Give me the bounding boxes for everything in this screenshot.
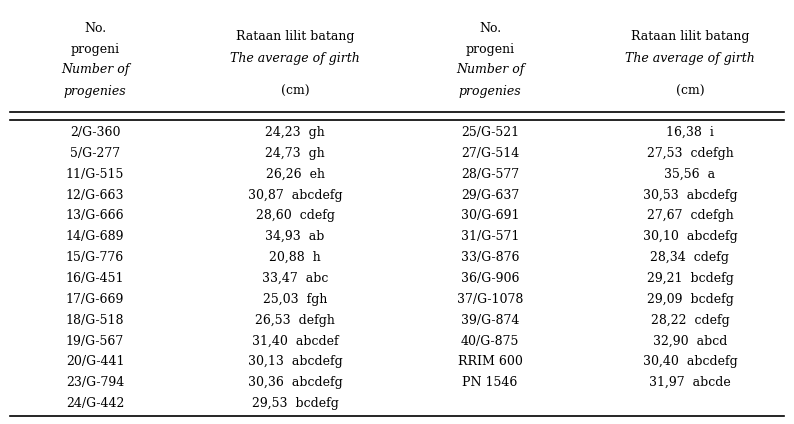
- Text: 35,56  a: 35,56 a: [665, 167, 715, 181]
- Text: (cm): (cm): [281, 85, 310, 98]
- Text: progenies: progenies: [459, 85, 522, 98]
- Text: Rataan lilit batang: Rataan lilit batang: [236, 30, 354, 43]
- Text: Number of: Number of: [61, 63, 129, 76]
- Text: 29,09  bcdefg: 29,09 bcdefg: [646, 293, 734, 306]
- Text: 11/G-515: 11/G-515: [66, 167, 124, 181]
- Text: PN 1546: PN 1546: [462, 376, 518, 389]
- Text: 33/G-876: 33/G-876: [461, 251, 519, 264]
- Text: 30,53  abcdefg: 30,53 abcdefg: [642, 189, 738, 201]
- Text: 28/G-577: 28/G-577: [461, 167, 519, 181]
- Text: 18/G-518: 18/G-518: [66, 314, 124, 326]
- Text: 24,73  gh: 24,73 gh: [265, 147, 325, 160]
- Text: Rataan lilit batang: Rataan lilit batang: [630, 30, 750, 43]
- Text: progeni: progeni: [465, 43, 515, 56]
- Text: 29,21  bcdefg: 29,21 bcdefg: [646, 272, 734, 285]
- Text: Number of: Number of: [456, 63, 524, 76]
- Text: 23/G-794: 23/G-794: [66, 376, 124, 389]
- Text: 2/G-360: 2/G-360: [70, 126, 120, 139]
- Text: 30/G-691: 30/G-691: [461, 209, 519, 222]
- Text: No.: No.: [479, 22, 501, 35]
- Text: 31/G-571: 31/G-571: [461, 230, 519, 243]
- Text: 39/G-874: 39/G-874: [461, 314, 519, 326]
- Text: 36/G-906: 36/G-906: [461, 272, 519, 285]
- Text: 31,97  abcde: 31,97 abcde: [649, 376, 730, 389]
- Text: 15/G-776: 15/G-776: [66, 251, 124, 264]
- Text: 30,13  abcdefg: 30,13 abcdefg: [248, 355, 342, 368]
- Text: 30,87  abcdefg: 30,87 abcdefg: [248, 189, 342, 201]
- Text: 33,47  abc: 33,47 abc: [262, 272, 328, 285]
- Text: The average of girth: The average of girth: [625, 52, 755, 65]
- Text: 32,90  abcd: 32,90 abcd: [653, 335, 727, 348]
- Text: 29/G-637: 29/G-637: [461, 189, 519, 201]
- Text: 27,67  cdefgh: 27,67 cdefgh: [646, 209, 734, 222]
- Text: 40/G-875: 40/G-875: [461, 335, 519, 348]
- Text: progeni: progeni: [71, 43, 120, 56]
- Text: 28,60  cdefg: 28,60 cdefg: [256, 209, 334, 222]
- Text: 25/G-521: 25/G-521: [461, 126, 519, 139]
- Text: 24/G-442: 24/G-442: [66, 397, 124, 410]
- Text: No.: No.: [84, 22, 106, 35]
- Text: 25,03  fgh: 25,03 fgh: [263, 293, 327, 306]
- Text: 20,88  h: 20,88 h: [269, 251, 321, 264]
- Text: (cm): (cm): [676, 85, 704, 98]
- Text: 26,53  defgh: 26,53 defgh: [255, 314, 335, 326]
- Text: 31,40  abcdef: 31,40 abcdef: [252, 335, 338, 348]
- Text: 17/G-669: 17/G-669: [66, 293, 124, 306]
- Text: 13/G-666: 13/G-666: [66, 209, 125, 222]
- Text: 12/G-663: 12/G-663: [66, 189, 124, 201]
- Text: 16,38  i: 16,38 i: [666, 126, 714, 139]
- Text: The average of girth: The average of girth: [230, 52, 360, 65]
- Text: 5/G-277: 5/G-277: [70, 147, 120, 160]
- Text: 28,34  cdefg: 28,34 cdefg: [650, 251, 730, 264]
- Text: 24,23  gh: 24,23 gh: [265, 126, 325, 139]
- Text: RRIM 600: RRIM 600: [457, 355, 522, 368]
- Text: 34,93  ab: 34,93 ab: [265, 230, 325, 243]
- Text: 27,53  cdefgh: 27,53 cdefgh: [646, 147, 734, 160]
- Text: 28,22  cdefg: 28,22 cdefg: [650, 314, 730, 326]
- Text: 19/G-567: 19/G-567: [66, 335, 124, 348]
- Text: 26,26  eh: 26,26 eh: [265, 167, 325, 181]
- Text: 30,36  abcdefg: 30,36 abcdefg: [248, 376, 342, 389]
- Text: 30,10  abcdefg: 30,10 abcdefg: [642, 230, 738, 243]
- Text: 20/G-441: 20/G-441: [66, 355, 124, 368]
- Text: 29,53  bcdefg: 29,53 bcdefg: [252, 397, 338, 410]
- Text: 30,40  abcdefg: 30,40 abcdefg: [642, 355, 738, 368]
- Text: 37/G-1078: 37/G-1078: [457, 293, 523, 306]
- Text: 27/G-514: 27/G-514: [461, 147, 519, 160]
- Text: 14/G-689: 14/G-689: [66, 230, 124, 243]
- Text: progenies: progenies: [64, 85, 126, 98]
- Text: 16/G-451: 16/G-451: [66, 272, 124, 285]
